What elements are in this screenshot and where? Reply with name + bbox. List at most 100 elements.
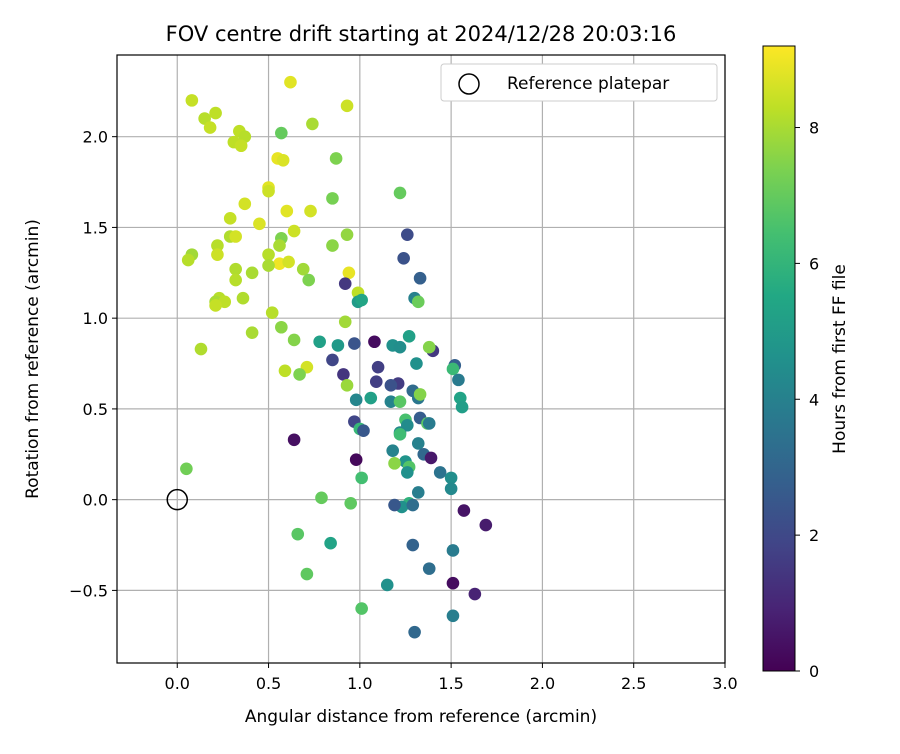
data-point	[209, 106, 222, 120]
data-point	[209, 299, 222, 312]
data-point	[444, 482, 458, 496]
data-point	[273, 239, 286, 252]
data-point	[211, 248, 224, 261]
data-point	[236, 291, 250, 305]
data-point	[302, 273, 316, 287]
data-point	[452, 373, 465, 387]
data-point	[296, 262, 310, 276]
data-point	[275, 126, 288, 140]
data-point	[388, 457, 401, 470]
data-point	[446, 576, 460, 590]
data-point	[276, 153, 290, 167]
colorbar-tick-label: 8	[809, 119, 819, 138]
data-point	[245, 326, 259, 339]
data-point	[284, 75, 297, 89]
data-point	[300, 567, 314, 581]
data-point	[282, 255, 295, 269]
data-point	[446, 609, 460, 623]
data-point	[413, 271, 427, 285]
data-point	[211, 239, 224, 252]
y-tick-label: 0.0	[83, 491, 108, 510]
data-point	[355, 293, 368, 307]
data-point	[402, 330, 416, 343]
colorbar-tick-label: 4	[809, 390, 819, 409]
data-point	[306, 117, 319, 131]
data-point	[355, 471, 368, 485]
legend-marker-reference	[458, 73, 480, 95]
data-point	[380, 578, 394, 592]
data-point	[275, 320, 288, 334]
data-point	[406, 498, 420, 512]
data-point	[411, 486, 425, 499]
data-point	[422, 340, 436, 354]
data-point	[291, 527, 305, 541]
data-point	[386, 444, 399, 457]
data-point	[340, 379, 354, 392]
x-tick-label: 1.5	[438, 674, 463, 693]
y-tick-label: 1.0	[83, 309, 108, 328]
data-point	[369, 375, 383, 388]
reference-platepar-marker	[166, 488, 189, 511]
colorbar-tick-label: 2	[809, 526, 819, 545]
data-point	[357, 424, 370, 437]
data-point	[384, 395, 398, 408]
data-point	[234, 139, 248, 153]
data-point	[331, 339, 345, 352]
data-point	[329, 152, 343, 165]
legend: Reference platepar	[440, 63, 718, 102]
data-point	[393, 186, 407, 200]
data-point	[338, 277, 352, 290]
data-point	[280, 204, 294, 218]
x-tick-label: 0.5	[256, 674, 281, 693]
data-point	[422, 417, 436, 430]
legend-box	[440, 63, 718, 102]
data-point	[326, 239, 339, 252]
colorbar: 0 2 4 6 8 Hours from first FF file	[762, 45, 850, 681]
data-point	[457, 504, 471, 517]
x-axis: 0.0 0.5 1.0 1.5 2.0 2.5 3.0	[165, 663, 738, 693]
data-point	[262, 184, 275, 198]
data-point	[468, 587, 482, 601]
data-point	[229, 230, 242, 243]
x-tick-label: 2.0	[530, 674, 555, 693]
data-point	[181, 253, 195, 267]
data-point	[364, 391, 378, 405]
colorbar-tick-label: 6	[809, 254, 819, 273]
data-point	[424, 451, 438, 465]
data-point	[344, 496, 358, 510]
data-point	[411, 295, 425, 309]
data-point	[337, 368, 350, 381]
plot-frame	[116, 54, 726, 664]
data-point	[371, 360, 385, 374]
data-point	[265, 306, 279, 320]
data-point	[287, 333, 301, 347]
data-point	[203, 121, 217, 134]
data-point	[397, 251, 410, 265]
data-point	[278, 364, 292, 378]
data-point	[340, 99, 354, 113]
data-point	[326, 353, 339, 367]
grid	[117, 55, 726, 663]
y-tick-label: −0.5	[69, 581, 108, 600]
data-point	[408, 625, 421, 639]
data-point	[338, 315, 352, 329]
data-point	[198, 112, 211, 125]
data-point	[401, 228, 414, 241]
scatter-points	[180, 75, 493, 639]
data-point	[411, 437, 425, 450]
data-point	[444, 471, 458, 485]
y-axis: −0.5 0.0 0.5 1.0 1.5 2.0	[69, 128, 117, 600]
data-point	[324, 536, 337, 550]
y-tick-label: 1.5	[83, 218, 108, 237]
data-point	[446, 362, 460, 376]
data-point	[245, 266, 259, 280]
colorbar-gradient	[762, 45, 796, 672]
data-point	[229, 273, 242, 287]
data-point	[326, 192, 339, 205]
data-point	[342, 266, 356, 280]
data-point	[304, 204, 317, 218]
data-point	[368, 335, 381, 349]
data-point	[194, 342, 208, 356]
colorbar-tick-label: 0	[809, 662, 819, 681]
